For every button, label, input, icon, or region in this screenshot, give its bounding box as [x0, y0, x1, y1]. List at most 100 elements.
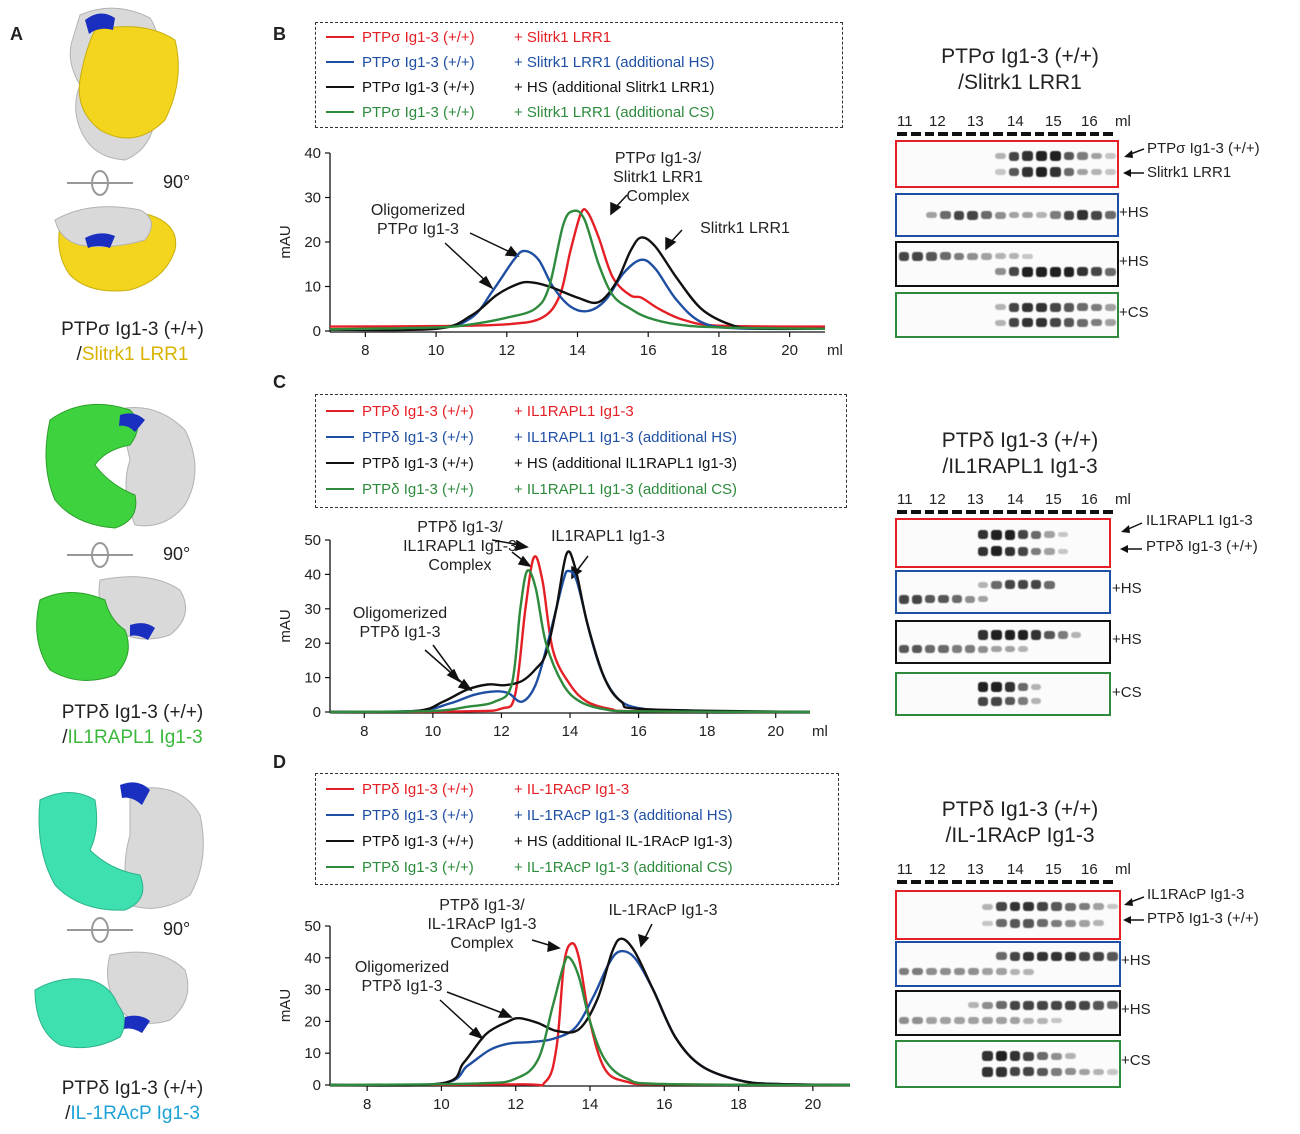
gel-band: [978, 595, 989, 603]
gel-band: [967, 1017, 979, 1024]
gel-band: [1106, 1001, 1118, 1010]
gel-band: [995, 968, 1007, 975]
gel-band: [1065, 951, 1076, 962]
gel-c-title: PTPδ Ig1-3 (+/+) /IL1RAPL1 Ig1-3: [900, 428, 1140, 480]
gel-band: [981, 920, 993, 927]
panel-letter-b: B: [273, 24, 286, 44]
gel-band: [978, 546, 989, 557]
gel-band: [1023, 1017, 1035, 1024]
gel-b-fraction-ml: ml: [1115, 113, 1131, 130]
gel-band: [912, 967, 924, 976]
gel-band: [1092, 903, 1104, 910]
rotation-arrow-icon: [67, 542, 133, 568]
structure-il1rapl1-top: [36, 576, 187, 681]
legend-b-blue-a: PTPσ Ig1-3 (+/+): [362, 53, 475, 71]
gel-band: [978, 681, 989, 692]
gel-c-strip-label-cs: +CS: [1112, 684, 1142, 701]
legend-c-blue-b: + IL1RAPL1 Ig1-3 (additional HS): [514, 428, 738, 446]
chart-d-series-green: [329, 955, 850, 1087]
gel-band: [1023, 968, 1035, 975]
chart-c-ytick-label: 30: [304, 601, 321, 618]
gel-band: [898, 251, 910, 261]
chart-d-annot-partner: IL-1RAcP Ig1-3: [608, 902, 717, 919]
gel-band: [991, 645, 1002, 653]
chart-b-xtick-label: 12: [498, 342, 515, 359]
gel-band: [1009, 1067, 1021, 1077]
gel-c-fraction-16: 16: [1081, 491, 1098, 508]
gel-band: [1008, 302, 1020, 312]
gel-band: [1077, 266, 1088, 277]
gel-band: [1091, 267, 1102, 277]
gel-band: [967, 210, 978, 220]
gel-band: [1057, 548, 1068, 555]
legend-d-black-a: PTPδ Ig1-3 (+/+): [362, 832, 474, 850]
chart-c-ytick-label: 10: [304, 670, 321, 687]
structure-label-2-slash: /: [62, 727, 68, 748]
gel-band: [1051, 1017, 1062, 1024]
gel-band: [1031, 547, 1042, 556]
gel-band: [1022, 211, 1033, 219]
chart-d-xtick-label: 8: [363, 1096, 371, 1113]
fraction-dash: [1103, 132, 1113, 136]
gel-band: [1022, 266, 1033, 277]
gel-c-strip-3: [895, 620, 1111, 664]
gel-d-fraction-11: 11: [897, 861, 913, 878]
gel-band: [938, 645, 949, 654]
legend-d-row-green: PTPδ Ig1-3 (+/+) + IL-1RAcP Ig1-3 (additi…: [326, 856, 733, 878]
fraction-dash: [924, 510, 935, 514]
gel-c-band-label-2: PTPδ Ig1-3 (+/+): [1146, 538, 1258, 555]
gel-band: [1009, 901, 1021, 912]
gel-band: [994, 319, 1006, 326]
gel-band: [1009, 1000, 1021, 1010]
gel-b-title: PTPσ Ig1-3 (+/+) /Slitrk1 LRR1: [900, 44, 1140, 96]
chart-d-xtick-label: 10: [433, 1096, 450, 1113]
gel-band: [1065, 919, 1076, 927]
legend-c-row-black: PTPδ Ig1-3 (+/+) + HS (additional IL1RAPL…: [326, 452, 737, 474]
fraction-dash: [910, 510, 921, 514]
gel-band: [1077, 168, 1088, 176]
fraction-dash: [1034, 880, 1045, 884]
gel-band: [1004, 645, 1015, 653]
legend-d-blue-a: PTPδ Ig1-3 (+/+): [362, 806, 474, 824]
legend-d-red-a: PTPδ Ig1-3 (+/+): [362, 780, 474, 798]
gel-band: [1036, 166, 1047, 177]
gel-d-fraction-dashes: [895, 880, 1115, 884]
chart-c-annot-complex2: IL1RAPL1 Ig1-3: [403, 538, 517, 555]
gel-band: [1037, 919, 1049, 928]
legend-c-row-green: PTPδ Ig1-3 (+/+) + IL1RAPL1 Ig1-3 (additi…: [326, 478, 737, 500]
fraction-dash: [1007, 880, 1017, 884]
chart-c-ytick-label: 20: [304, 635, 321, 652]
gel-band: [1022, 151, 1033, 161]
legend-b-green-a: PTPσ Ig1-3 (+/+): [362, 103, 475, 121]
gel-band: [898, 644, 909, 654]
rotation-arrow-icon: [67, 917, 133, 943]
chart-b-ytick-label: 0: [313, 323, 321, 340]
gel-band: [1036, 317, 1047, 328]
chart-c-xlabel: ml: [812, 723, 828, 740]
gel-band: [1037, 951, 1049, 962]
gel-band: [981, 903, 993, 910]
fraction-dash: [1020, 880, 1031, 884]
legend-b-black-a: PTPσ Ig1-3 (+/+): [362, 78, 475, 96]
gel-band: [994, 153, 1006, 160]
gel-b-band-label-2: Slitrk1 LRR1: [1147, 164, 1232, 181]
chart-b-xtick-label: 8: [361, 342, 369, 359]
chart-b-series-black: [329, 236, 826, 332]
gel-band: [1004, 580, 1015, 590]
gel-band: [1004, 629, 1015, 640]
gel-c-band-label-1: IL1RAPL1 Ig1-3: [1146, 512, 1253, 529]
gel-band: [995, 1001, 1007, 1010]
gel-band: [981, 1067, 993, 1077]
gel-c-title-line2: /IL1RAPL1 Ig1-3: [942, 455, 1098, 478]
chart-d-ytick-label: 40: [304, 950, 321, 967]
legend-b-blue-b: + Slitrk1 LRR1 (additional HS): [514, 53, 715, 71]
gel-b-fraction-dashes: [895, 132, 1115, 136]
gel-band: [1051, 951, 1062, 962]
gel-b-band-arrows: [1123, 148, 1145, 177]
gel-band: [991, 546, 1002, 557]
gel-band: [1078, 1068, 1090, 1076]
gel-band: [967, 1002, 979, 1009]
chart-b-xtick-label: 14: [569, 342, 586, 359]
rotation-angle-label: 90°: [163, 544, 191, 564]
fraction-dash: [993, 132, 1003, 136]
